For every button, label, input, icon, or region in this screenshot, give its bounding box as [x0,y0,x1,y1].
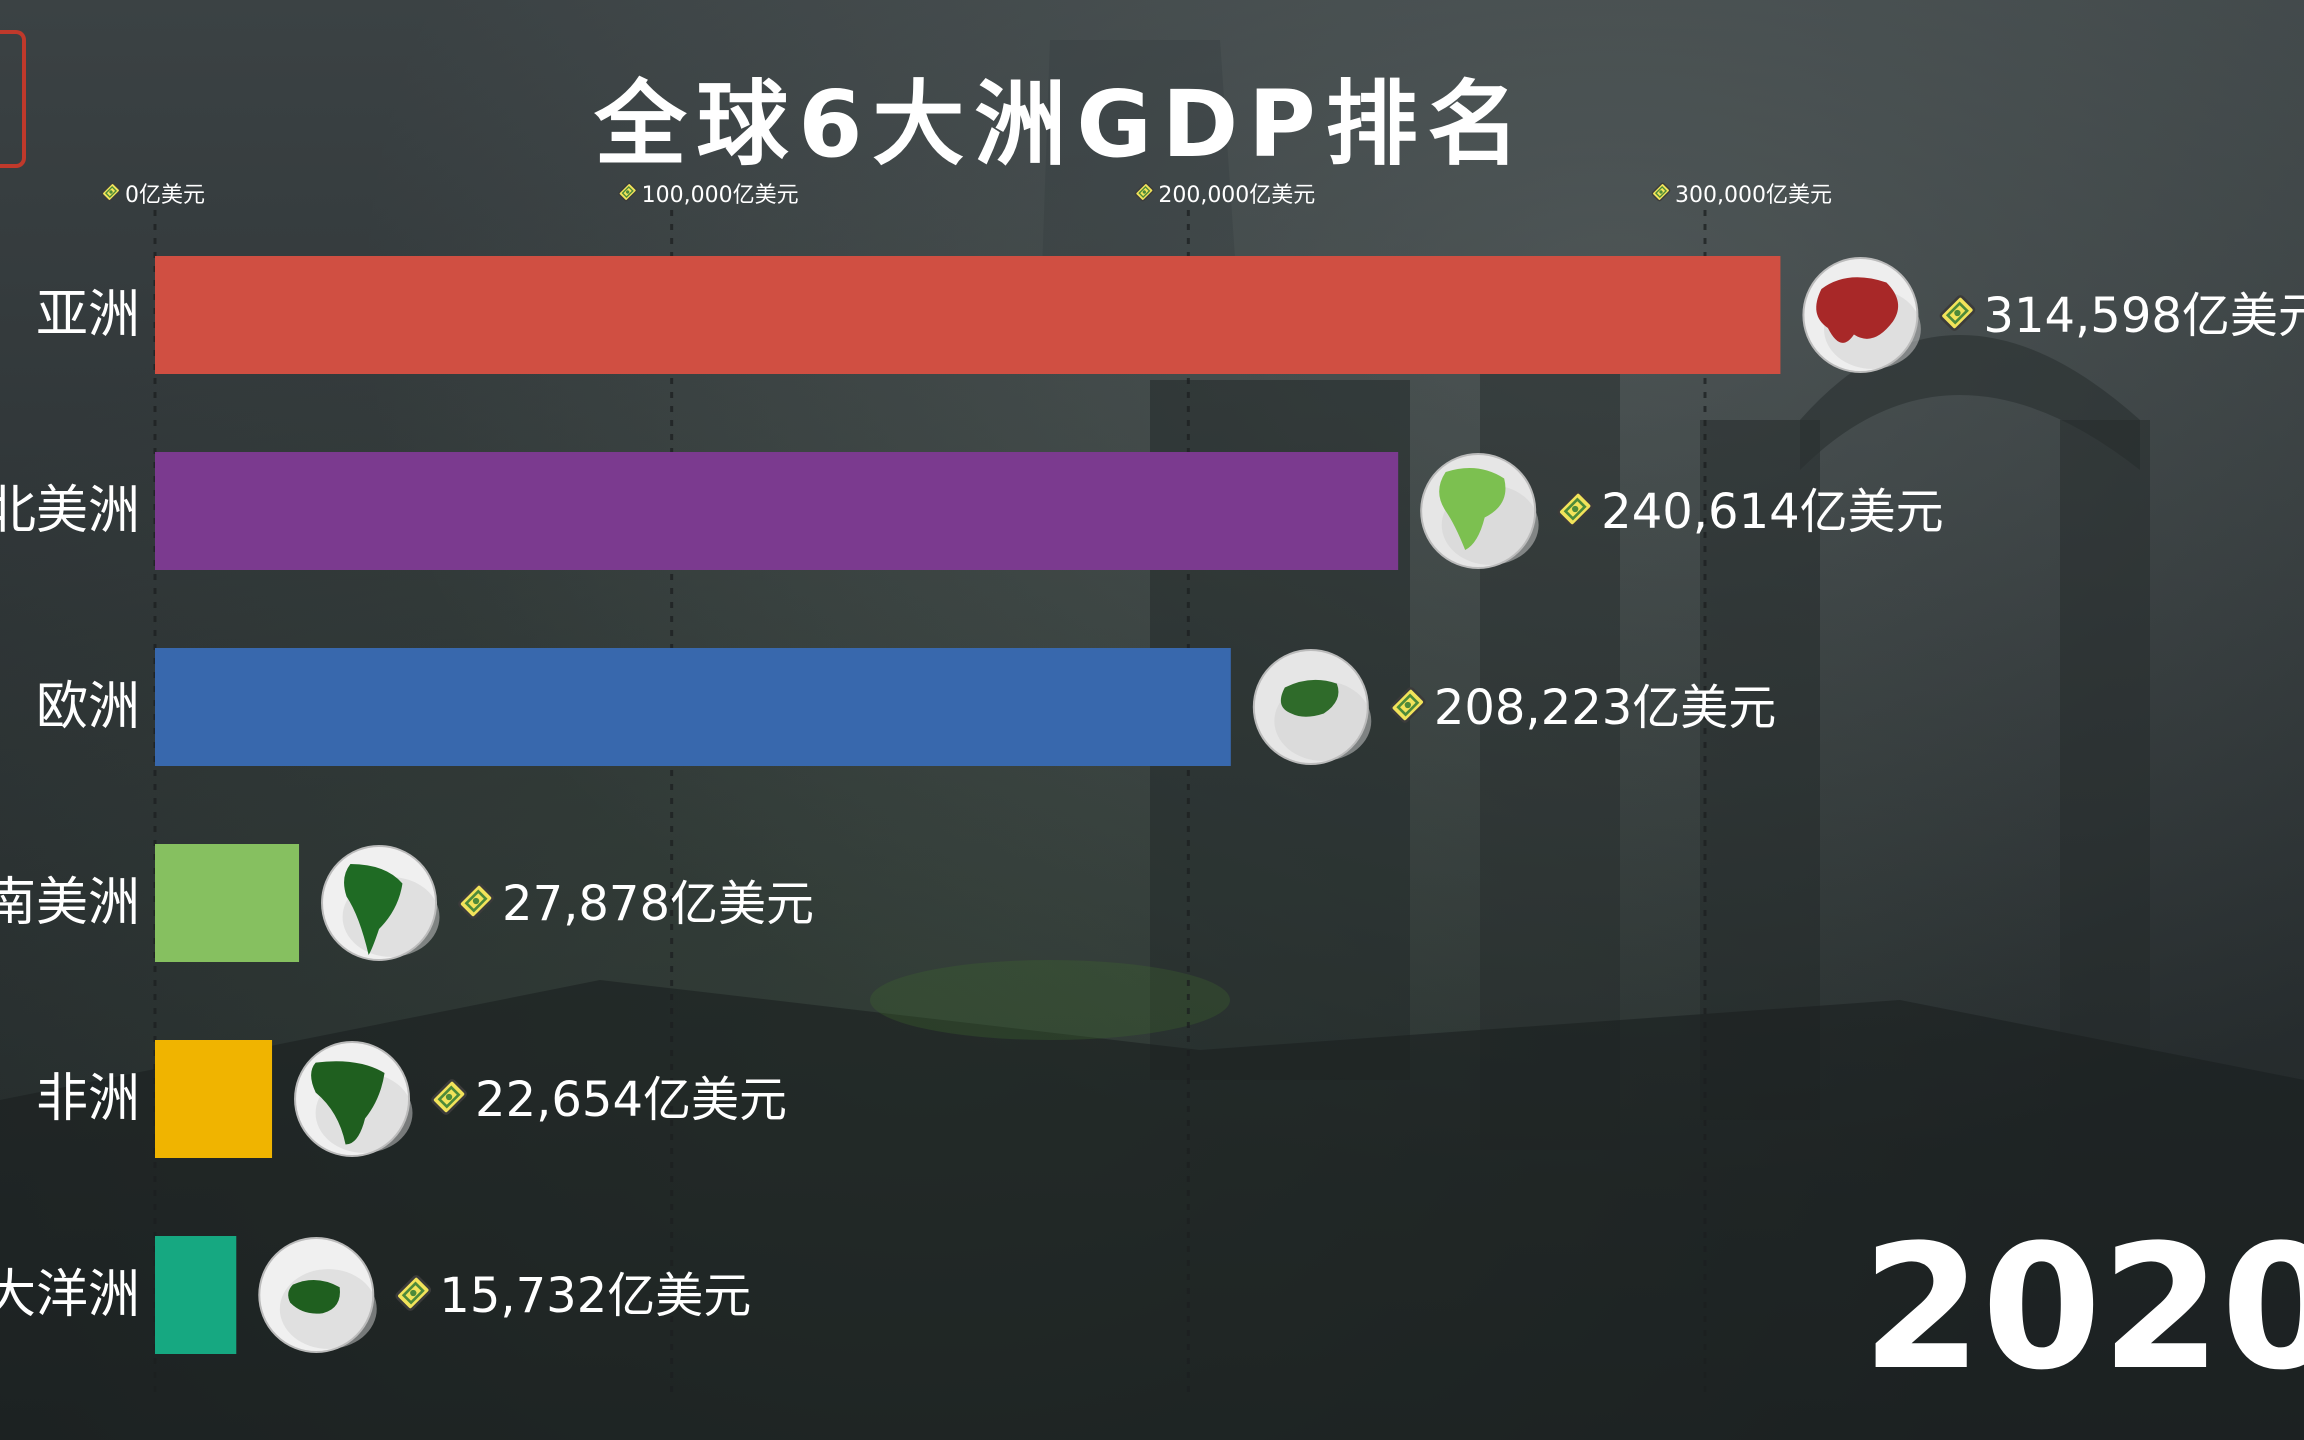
value-label: 15,732亿美元 [439,1268,751,1324]
category-label: 北美洲 [0,481,140,541]
value-label: 240,614亿美元 [1601,484,1944,540]
bar [155,844,300,962]
seal-stamp [0,30,26,168]
tick-currency-icon [101,182,121,202]
category-label: 非洲 [36,1069,140,1129]
tick-currency-icon [1134,182,1154,202]
value-currency-icon [1557,491,1593,527]
bar [155,1236,237,1354]
category-label: 大洋洲 [0,1265,140,1325]
tick-label: 300,000亿美元 [1675,183,1832,208]
value-label: 314,598亿美元 [1983,288,2304,344]
tick-label: 200,000亿美元 [1158,183,1315,208]
bar [155,256,1781,374]
value-label: 27,878亿美元 [502,876,814,932]
globe-africa-icon [294,1041,413,1157]
chart-title: 全球6大洲GDP排名 [594,71,1530,178]
bar [155,1040,273,1158]
tick-label-group: 0亿美元 [101,182,205,208]
tick-currency-icon [1651,182,1671,202]
category-label: 欧洲 [36,677,140,737]
tick-label-group: 200,000亿美元 [1134,182,1315,208]
year-label: 2020年 [1862,1207,2304,1408]
bar-row: 非洲 22,654亿美元 [36,1040,787,1158]
value-currency-icon [431,1079,467,1115]
value-currency-icon [458,883,494,919]
value-currency-icon [1389,687,1426,723]
globe-north-america-icon [1420,453,1539,569]
bar-row: 大洋洲 15,732亿美元 [0,1236,751,1354]
bar-row: 亚洲 314,598亿美元 [36,256,2304,374]
category-label: 亚洲 [36,285,140,345]
globe-europe-icon [1252,649,1372,765]
value-currency-icon [395,1275,432,1311]
value-label: 208,223亿美元 [1434,680,1777,736]
value-currency-icon [1939,295,1976,331]
value-label: 22,654亿美元 [475,1072,787,1128]
tick-label: 100,000亿美元 [642,183,799,208]
bar-row: 欧洲 208,223亿美元 [36,648,1776,766]
globe-asia-icon [1802,257,1921,373]
tick-label-group: 100,000亿美元 [618,182,799,208]
bar-row: 北美洲 240,614亿美元 [0,452,1944,570]
tick-label: 0亿美元 [125,183,205,208]
tick-label-group: 300,000亿美元 [1651,182,1832,208]
bar-row: 南美洲 27,878亿美元 [0,844,814,962]
tick-currency-icon [618,182,638,202]
bar [155,452,1399,570]
category-label: 南美洲 [0,873,140,933]
globe-south-america-icon [321,845,440,961]
globe-oceania-icon [258,1237,377,1353]
bar [155,648,1231,766]
